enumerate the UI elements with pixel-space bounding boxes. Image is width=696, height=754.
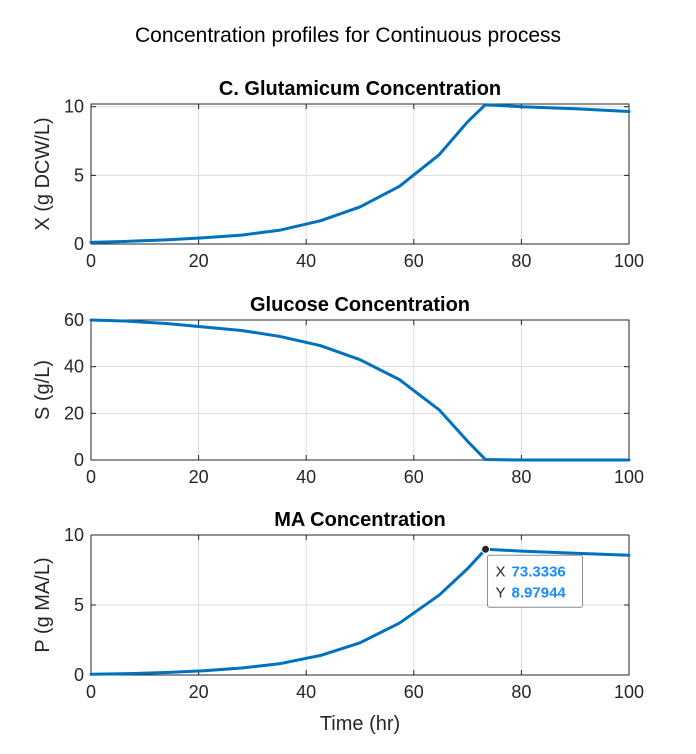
datatip-y-label: Y <box>496 584 506 601</box>
x-tick-label: 20 <box>189 682 209 702</box>
x-tick-label: 20 <box>189 467 209 487</box>
y-tick-label: 0 <box>74 450 84 470</box>
x-tick-label: 80 <box>511 682 531 702</box>
y-tick-label: 0 <box>74 665 84 685</box>
y-tick-label: 0 <box>74 234 84 254</box>
subplot-title: Glucose Concentration <box>250 294 470 316</box>
y-tick-label: 10 <box>64 525 84 545</box>
datatip-x-value: 73.3336 <box>512 563 566 580</box>
datatip[interactable]: X 73.3336 Y 8.97944 <box>481 544 584 608</box>
series-line <box>89 103 631 244</box>
x-axis-label: Time (hr) <box>320 713 400 735</box>
figure-title: Concentration profiles for Continuous pr… <box>135 24 561 47</box>
x-tick-label: 0 <box>86 467 96 487</box>
x-tick-label: 100 <box>614 467 644 487</box>
x-tick-label: 40 <box>296 467 316 487</box>
y-tick-label: 20 <box>64 403 84 423</box>
x-tick-label: 40 <box>296 251 316 271</box>
y-axis-label: P (g MA/L) <box>32 557 54 652</box>
y-tick-label: 10 <box>64 97 84 117</box>
plot-area <box>91 104 629 244</box>
y-tick-label: 60 <box>64 310 84 330</box>
y-axis-label: X (g DCW/L) <box>32 117 54 230</box>
series-line <box>89 547 631 676</box>
y-tick-label: 40 <box>64 357 84 377</box>
subplot-title: MA Concentration <box>274 509 445 531</box>
plot-area <box>91 320 629 460</box>
y-tick-label: 5 <box>74 165 84 185</box>
y-axis-label: S (g/L) <box>32 360 54 420</box>
axes-box <box>90 319 630 461</box>
x-tick-label: 60 <box>404 251 424 271</box>
y-tick-label: 5 <box>74 595 84 615</box>
series-line <box>89 318 631 462</box>
subplot-title: C. Glutamicum Concentration <box>219 78 501 100</box>
x-tick-label: 100 <box>614 682 644 702</box>
x-tick-label: 60 <box>404 467 424 487</box>
axes-box <box>90 103 630 245</box>
x-tick-label: 0 <box>86 251 96 271</box>
x-tick-label: 80 <box>511 251 531 271</box>
x-tick-label: 40 <box>296 682 316 702</box>
subplot-2: 0 20 40 60 80 100 0 20 40 60 Glucose Concentration… <box>32 294 644 487</box>
x-tick-label: 100 <box>614 251 644 271</box>
datatip-x-label: X <box>496 563 506 580</box>
subplot-1: 0 20 40 60 80 100 0 5 10 C. Glutamicum Concentrat… <box>32 78 644 271</box>
x-tick-label: 0 <box>86 682 96 702</box>
datatip-y-value: 8.97944 <box>512 584 567 601</box>
x-tick-label: 20 <box>189 251 209 271</box>
datatip-box <box>487 554 584 608</box>
datatip-marker[interactable] <box>481 544 491 554</box>
x-tick-label: 60 <box>404 682 424 702</box>
x-tick-label: 80 <box>511 467 531 487</box>
subplot-3: 0 20 40 60 80 100 0 5 10 MA Concentration P (g MA/… <box>32 509 644 735</box>
